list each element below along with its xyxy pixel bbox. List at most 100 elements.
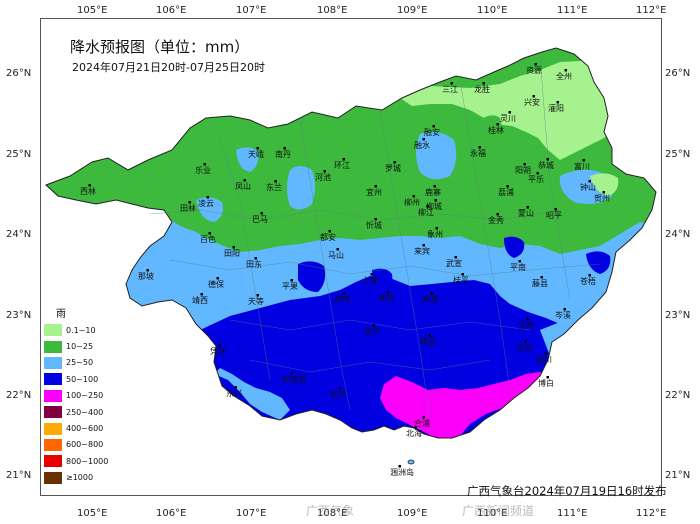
city-marker	[374, 185, 377, 188]
city-marker	[342, 158, 345, 161]
city-marker	[422, 138, 425, 141]
legend-label: 400~600	[66, 424, 104, 434]
lon-tick-bottom: 109°E	[397, 508, 428, 519]
city-marker	[218, 344, 221, 347]
city-marker	[534, 63, 537, 66]
city-marker	[398, 465, 401, 468]
city-marker	[290, 279, 293, 282]
city-label: 陆川	[536, 354, 552, 364]
legend-swatch	[44, 455, 62, 468]
city-label: 资源	[526, 65, 542, 75]
city-label: 平南	[510, 262, 526, 272]
city-label: 马山	[328, 250, 344, 260]
legend-label: 800~1000	[66, 456, 109, 466]
city-label: 凭祥	[210, 346, 226, 356]
city-marker	[342, 292, 345, 295]
legend-label: 10~25	[66, 342, 94, 352]
city-marker	[482, 82, 485, 85]
city-marker	[536, 172, 539, 175]
city-marker	[506, 185, 509, 188]
legend-item: ≥1000	[44, 470, 124, 486]
city-marker	[556, 101, 559, 104]
legend-item: 25~50	[44, 355, 124, 371]
legend-label: 100~250	[66, 391, 104, 401]
lon-tick-top: 112°E	[636, 5, 667, 16]
city-marker	[435, 227, 438, 230]
city-marker	[200, 293, 203, 296]
watermark-left: 广西气象	[306, 504, 355, 518]
city-marker	[422, 416, 425, 419]
city-marker	[208, 232, 211, 235]
city-label: 东兰	[266, 182, 282, 192]
city-marker	[372, 324, 375, 327]
city-label: 西林	[80, 186, 96, 196]
city-label: 博白	[538, 378, 554, 388]
lat-tick-right: 23°N	[665, 310, 691, 321]
city-marker	[582, 159, 585, 162]
lon-tick-bottom: 108°E	[317, 508, 348, 519]
city-label: 宜州	[366, 187, 382, 197]
city-label: 灌阳	[548, 103, 564, 113]
city-label: 凌云	[198, 198, 214, 208]
city-label: 蒙山	[518, 208, 534, 218]
city-marker	[290, 372, 293, 375]
city-label: 巴马	[252, 215, 268, 224]
city-marker	[283, 147, 286, 150]
city-marker	[508, 111, 511, 114]
city-marker	[526, 318, 529, 321]
city-marker	[256, 294, 259, 297]
city-marker	[433, 185, 436, 188]
city-marker	[412, 195, 415, 198]
city-marker	[216, 277, 219, 280]
issuer-credit: 广西气象台2024年07月19日16时发布	[467, 484, 667, 498]
city-marker	[526, 206, 529, 209]
lat-tick-left: 24°N	[6, 229, 32, 240]
city-marker	[454, 256, 457, 259]
city-label: 玉林	[518, 320, 534, 330]
city-marker	[540, 276, 543, 279]
city-label: 南宁	[364, 326, 380, 336]
lat-tick-left: 22°N	[6, 390, 32, 401]
city-label: 龙胜	[474, 84, 490, 94]
city-label: 富川	[574, 161, 590, 171]
city-marker	[206, 196, 209, 199]
legend-label: 50~100	[66, 374, 99, 384]
city-marker	[496, 123, 499, 126]
city-marker	[370, 273, 373, 276]
lon-tick-bottom: 105°E	[77, 508, 108, 519]
legend-swatch	[44, 356, 62, 369]
city-label: 凤山	[235, 181, 251, 191]
city-label: 天峨	[248, 149, 264, 159]
city-marker	[544, 352, 547, 355]
city-label: 融水	[414, 140, 430, 150]
lat-tick-left: 21°N	[6, 470, 32, 481]
city-marker	[234, 386, 237, 389]
city-marker	[254, 257, 257, 260]
legend-item: 800~1000	[44, 453, 124, 469]
city-marker	[554, 208, 557, 211]
city-marker	[414, 426, 417, 429]
city-label: 贺州	[594, 193, 610, 203]
city-marker	[426, 205, 429, 208]
city-label: 柳江	[418, 207, 434, 217]
legend-label: 0.1~10	[66, 325, 96, 335]
city-label: 田林	[180, 203, 196, 213]
city-marker	[546, 376, 549, 379]
city-marker	[523, 163, 526, 166]
city-label: 桂林	[488, 125, 504, 135]
city-label: 横县	[420, 336, 436, 346]
legend-swatch	[44, 373, 62, 386]
legend-swatch	[44, 340, 62, 353]
city-label: 德保	[208, 279, 224, 289]
map-title: 降水预报图（单位：mm）	[70, 38, 250, 56]
lon-tick-top: 110°E	[477, 5, 508, 16]
lat-tick-left: 26°N	[6, 68, 32, 79]
city-marker	[518, 260, 521, 263]
city-marker	[338, 387, 341, 390]
city-label: 那坡	[138, 271, 154, 281]
legend-swatch	[44, 438, 62, 451]
city-marker	[434, 199, 437, 202]
lat-tick-right: 25°N	[665, 149, 691, 160]
lon-tick-bottom: 106°E	[156, 508, 187, 519]
